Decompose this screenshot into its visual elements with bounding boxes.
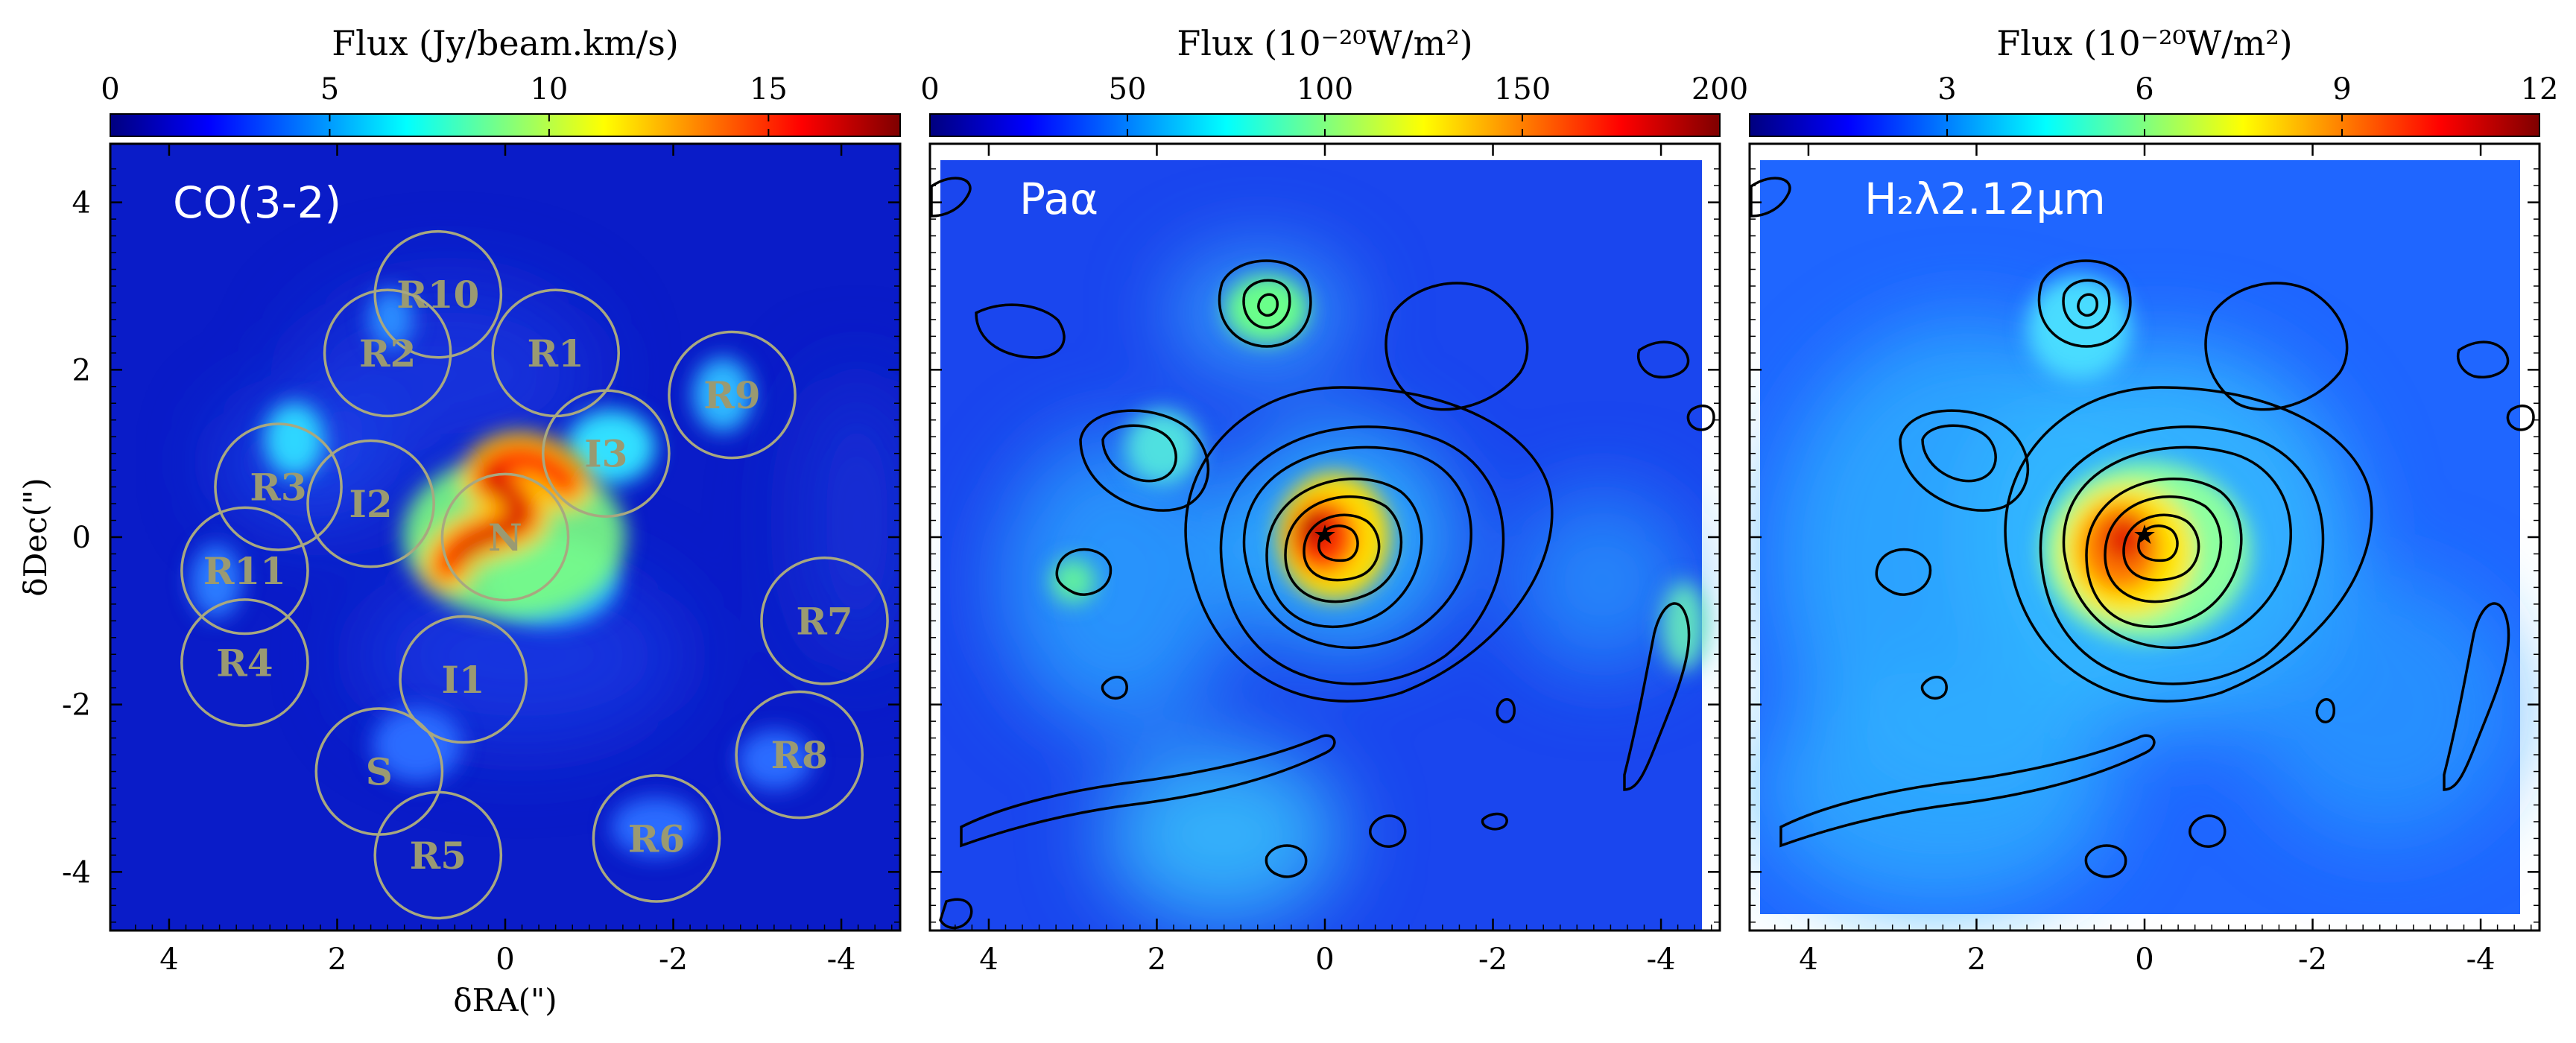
colorbar-tick-label: 0 — [101, 72, 119, 107]
svg-text:★: ★ — [2133, 520, 2156, 551]
panel-h2: Flux (10⁻²⁰W/m²) 3 6 9 12 — [1748, 23, 2558, 977]
aperture-circle — [735, 690, 864, 820]
colorbar-tick-label: 6 — [2135, 72, 2153, 107]
x-tick-label: 0 — [2135, 942, 2153, 977]
panel-label-co: CO(3-2) — [173, 177, 341, 228]
colorbar-tick-label: 0 — [920, 72, 939, 107]
panel-label-h2: H₂λ2.12μm — [1864, 174, 2106, 224]
aperture-circle — [180, 598, 309, 727]
colorbar-tick-label: 10 — [530, 72, 568, 107]
contours-h2 — [1750, 177, 2535, 878]
colorbar-ticks-h2: 3 6 9 12 — [1937, 72, 2558, 136]
aperture-circle — [373, 790, 503, 920]
axis-ticks-pa: 4 2 0 -2 -4 — [930, 144, 1720, 977]
colorbar-tick-label: 12 — [2521, 72, 2559, 107]
x-tick-label: 0 — [496, 942, 514, 977]
aperture-circle — [180, 506, 309, 635]
y-axis-label: δDec(") — [17, 478, 54, 596]
aperture-circle — [399, 615, 528, 744]
x-axis-label: δRA(") — [453, 982, 557, 1018]
colorbar-tick-label: 9 — [2332, 72, 2351, 107]
aperture-circle — [323, 288, 452, 418]
nucleus-marker-h2: ★ — [2133, 520, 2156, 551]
x-tick-label: -2 — [2298, 942, 2327, 977]
colorbar-tick-label: 200 — [1692, 72, 1748, 107]
aperture-circle — [440, 472, 570, 602]
panel-label-pa: Paα — [1019, 174, 1098, 224]
axis-ticks-h2: 4 2 0 -2 -4 — [1750, 144, 2539, 977]
colorbar-bar-co — [110, 113, 901, 137]
aperture-label: R11 — [203, 549, 286, 593]
x-tick-label: -4 — [1647, 942, 1676, 977]
x-tick-label: 4 — [159, 942, 178, 977]
aperture-label: R8 — [771, 733, 828, 777]
aperture-label: I3 — [584, 432, 627, 476]
heatmap-pa: Paα ★ — [930, 144, 1720, 931]
axis-ticks-co: 4 2 0 -2 -4 4 2 0 -2 -4 — [62, 144, 900, 977]
aperture-label: R1 — [527, 332, 583, 375]
y-tick-label: 2 — [72, 353, 91, 387]
x-tick-label: 4 — [1799, 942, 1817, 977]
panel-paalpha: Flux (10⁻²⁰W/m²) 0 50 100 150 200 — [920, 23, 1748, 977]
aperture-circle — [214, 422, 343, 551]
colorbar-tick-label: 150 — [1494, 72, 1551, 107]
x-tick-label: 2 — [1967, 942, 1986, 977]
x-tick-label: 4 — [979, 942, 998, 977]
y-tick-label: -4 — [62, 855, 91, 890]
y-tick-label: 4 — [72, 186, 91, 221]
aperture-circle — [373, 229, 503, 359]
colorbar-pa: 0 50 100 150 200 — [920, 72, 1748, 137]
aperture-circle — [306, 439, 435, 568]
x-tick-label: -4 — [2466, 942, 2496, 977]
colorbar-title-h2: Flux (10⁻²⁰W/m²) — [1996, 23, 2292, 63]
colorbar-tick-label: 15 — [750, 72, 788, 107]
colorbar-title-co: Flux (Jy/beam.km/s) — [332, 23, 679, 63]
x-tick-label: -4 — [827, 942, 856, 977]
colorbar-tick-label: 100 — [1297, 72, 1353, 107]
colorbar-co: 0 5 10 15 — [101, 72, 901, 137]
aperture-circle — [541, 389, 671, 518]
svg-text:★: ★ — [1313, 520, 1337, 551]
panel-co32: Flux (Jy/beam.km/s) 0 5 10 15 — [62, 23, 902, 977]
aperture-circle — [668, 330, 797, 460]
x-tick-label: -2 — [1478, 942, 1507, 977]
x-tick-label: -2 — [659, 942, 688, 977]
y-tick-label: 0 — [72, 521, 91, 555]
nucleus-marker-pa: ★ — [1313, 520, 1337, 551]
colorbar-tick-label: 50 — [1109, 72, 1147, 107]
aperture-label: I1 — [442, 658, 485, 702]
contours-pa — [930, 177, 1715, 930]
aperture-label: R9 — [703, 373, 760, 417]
x-tick-label: 2 — [1148, 942, 1166, 977]
colorbar-tick-label: 5 — [320, 72, 339, 107]
colorbar-title-pa: Flux (10⁻²⁰W/m²) — [1177, 23, 1472, 63]
y-tick-label: -2 — [62, 688, 91, 723]
x-tick-label: 2 — [328, 942, 346, 977]
aperture-label: N — [488, 516, 522, 559]
aperture-circle — [592, 774, 721, 903]
colorbar-h2: 3 6 9 12 — [1749, 72, 2558, 137]
aperture-label: R6 — [628, 817, 685, 860]
heatmap-h2: H₂λ2.12μm ★ — [1750, 144, 2539, 931]
colorbar-ticks-pa: 0 50 100 150 200 — [920, 72, 1748, 136]
aperture-label: R3 — [250, 466, 306, 510]
x-tick-label: 0 — [1315, 942, 1334, 977]
aperture-label: R5 — [410, 834, 466, 878]
colorbar-tick-label: 3 — [1937, 72, 1956, 107]
aperture-label: R2 — [359, 332, 416, 375]
aperture-label: S — [366, 750, 393, 794]
aperture-label: I2 — [349, 482, 392, 526]
aperture-label: R4 — [216, 641, 273, 685]
aperture-circle — [760, 557, 889, 685]
colorbar-ticks-co: 0 5 10 15 — [101, 72, 788, 136]
aperture-label: R7 — [796, 599, 852, 643]
